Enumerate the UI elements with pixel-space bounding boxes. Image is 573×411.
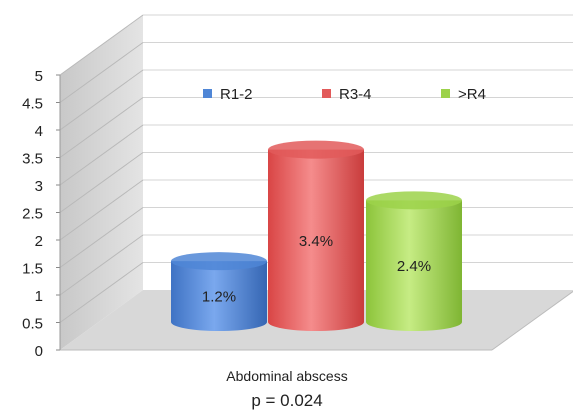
y-tick-label: 1.5: [22, 261, 43, 278]
legend-label: R1-2: [220, 86, 253, 103]
x-axis-label: Abdominal abscess: [226, 368, 347, 384]
bar-data-label: 2.4%: [397, 258, 431, 275]
gridline-side: [59, 97, 144, 158]
bar-body: [171, 261, 267, 331]
y-axis-ticks: 0 0.5 1 1.5 2 2.5 3 3.5 4 4.5 5: [22, 68, 61, 360]
y-tick-label: 1: [35, 288, 43, 305]
gridline-side: [59, 42, 144, 103]
subtitle: p = 0.024: [251, 391, 322, 410]
bar-top: [171, 252, 267, 271]
y-tick-label: 2.5: [22, 206, 43, 223]
gridline-side: [59, 124, 144, 186]
gridline-side: [59, 69, 144, 131]
bar-body: [268, 149, 364, 331]
y-tick-label: 4.5: [22, 96, 43, 113]
bar-r4: 2.4%: [366, 191, 462, 331]
y-tick-label: 0: [35, 343, 43, 360]
bar-top: [366, 191, 462, 210]
y-tick-label: 2: [35, 233, 43, 250]
bar-top: [268, 140, 364, 159]
gridline-side: [59, 207, 144, 268]
gridline-side: [59, 234, 144, 296]
y-tick-label: 0.5: [22, 316, 43, 333]
legend: R1-2 R3-4 >R4: [203, 86, 486, 103]
gridline-side: [59, 152, 144, 213]
bar-body: [366, 200, 462, 331]
legend-label: R3-4: [339, 86, 372, 103]
y-tick-label: 3: [35, 178, 43, 195]
bar-r34: 3.4%: [268, 140, 364, 331]
y-tick-label: 3.5: [22, 151, 43, 168]
legend-swatch: [441, 89, 450, 98]
legend-swatch: [203, 89, 212, 98]
gridline-side: [59, 262, 144, 323]
floor-right-edge: [491, 290, 573, 351]
bars: 1.2% 3.4% 2.4%: [171, 140, 462, 331]
gridline-side: [59, 179, 144, 241]
legend-label: >R4: [458, 86, 486, 103]
y-tick-label: 4: [35, 123, 43, 140]
bar-data-label: 1.2%: [202, 289, 236, 306]
bar-r12: 1.2%: [171, 252, 267, 331]
gridline-side: [59, 14, 144, 76]
y-tick-label: 5: [35, 68, 43, 85]
bar-data-label: 3.4%: [299, 233, 333, 250]
legend-swatch: [322, 89, 331, 98]
